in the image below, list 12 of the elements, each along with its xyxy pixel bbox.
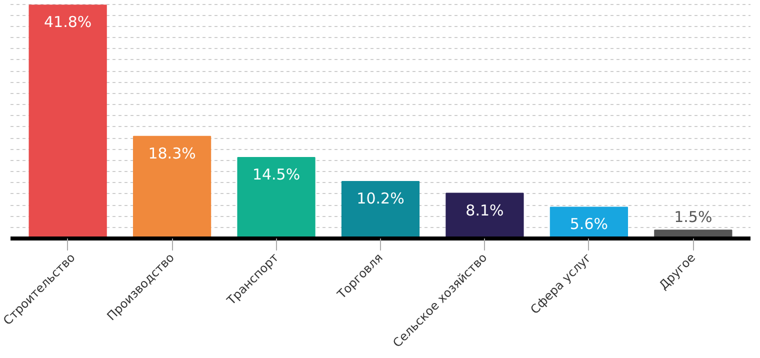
- bar: [341, 181, 420, 238]
- bar: [132, 136, 212, 238]
- data-label: 18.3%: [148, 144, 196, 162]
- data-label: 14.5%: [252, 166, 300, 184]
- bar: [446, 192, 524, 238]
- data-label: 10.2%: [356, 190, 404, 208]
- data-label: 8.1%: [466, 201, 504, 220]
- bar: [237, 157, 316, 238]
- bar: [28, 4, 107, 238]
- data-label: 5.6%: [570, 215, 608, 234]
- data-label: 1.5%: [674, 208, 712, 226]
- data-label: 41.8%: [44, 13, 92, 32]
